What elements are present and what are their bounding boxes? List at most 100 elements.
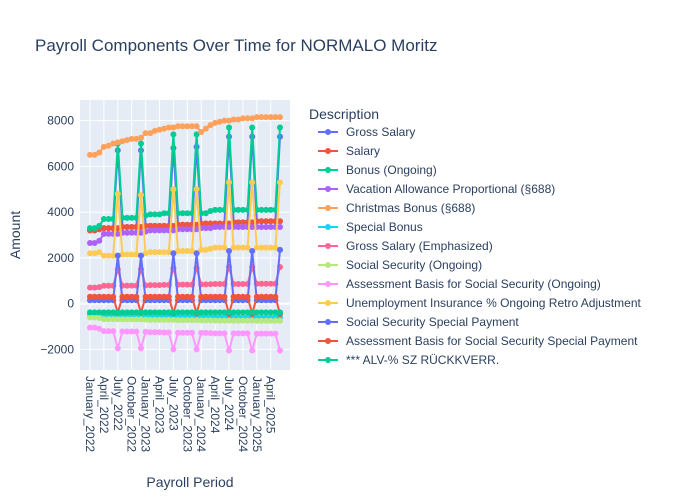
data-point	[105, 225, 112, 232]
data-point	[147, 249, 154, 256]
data-point	[170, 227, 177, 234]
data-point	[100, 215, 107, 222]
data-point	[263, 280, 270, 287]
data-point	[124, 328, 131, 335]
legend-label: Vacation Allowance Proportional (§688)	[346, 182, 555, 196]
data-point	[105, 252, 112, 259]
data-point	[179, 226, 186, 233]
data-point	[230, 293, 237, 300]
data-point	[96, 309, 103, 316]
data-point	[100, 293, 107, 300]
data-point	[151, 282, 158, 289]
data-point	[142, 316, 149, 323]
data-point	[258, 223, 265, 230]
data-point	[216, 223, 223, 230]
data-point	[161, 293, 168, 300]
data-point	[110, 328, 117, 335]
data-point	[244, 115, 251, 122]
data-point	[221, 309, 228, 316]
data-point	[184, 293, 191, 300]
data-point	[91, 309, 98, 316]
data-point	[179, 293, 186, 300]
data-point	[277, 114, 283, 121]
data-point	[151, 309, 158, 316]
data-point	[124, 309, 131, 316]
data-point	[91, 284, 98, 291]
data-point	[207, 330, 214, 337]
series	[87, 314, 283, 324]
data-point	[156, 126, 163, 133]
y-tick-label: 0	[67, 297, 74, 311]
legend-item[interactable]: Social Security Special Payment	[318, 315, 519, 329]
data-point	[119, 328, 126, 335]
data-point	[221, 244, 228, 251]
data-point	[133, 251, 140, 258]
data-point	[119, 309, 126, 316]
legend-item[interactable]: Gross Salary	[318, 125, 415, 139]
data-point	[91, 324, 98, 331]
data-point	[147, 211, 154, 218]
data-point	[263, 218, 270, 225]
legend-swatch-marker	[325, 319, 331, 325]
data-point	[87, 151, 93, 158]
data-point	[235, 280, 242, 287]
data-point	[142, 212, 149, 219]
data-point	[165, 249, 172, 256]
data-point	[110, 215, 117, 222]
data-point	[249, 115, 256, 122]
data-point	[91, 151, 98, 158]
data-point	[277, 218, 283, 225]
data-point	[239, 317, 246, 324]
data-point	[198, 309, 205, 316]
data-point	[216, 293, 223, 300]
data-point	[124, 293, 131, 300]
data-point	[179, 309, 186, 316]
data-point	[258, 114, 265, 121]
data-point	[91, 250, 98, 257]
data-point	[267, 244, 274, 251]
data-point	[87, 293, 93, 300]
data-point	[267, 317, 274, 324]
legend-item[interactable]: *** ALV-% SZ RÜCKKVERR.	[318, 353, 499, 367]
data-point	[184, 248, 191, 255]
legend-item[interactable]: Social Security (Ongoing)	[318, 258, 482, 272]
legend-label: Christmas Bonus (§688)	[346, 201, 475, 215]
data-point	[221, 117, 228, 124]
data-point	[96, 249, 103, 256]
data-point	[202, 220, 209, 227]
data-point	[119, 214, 126, 221]
legend-label: Special Bonus	[346, 220, 423, 234]
legend-item[interactable]: Special Bonus	[318, 220, 423, 234]
data-point	[239, 309, 246, 316]
legend-item[interactable]: Vacation Allowance Proportional (§688)	[318, 182, 555, 196]
data-point	[96, 284, 103, 291]
data-point	[226, 317, 233, 324]
legend-item[interactable]: Assessment Basis for Social Security (On…	[318, 277, 601, 291]
legend-item[interactable]: Assessment Basis for Social Security Spe…	[318, 334, 638, 348]
x-tick-label: April_2022	[97, 376, 111, 434]
data-point	[249, 317, 256, 324]
data-point	[212, 223, 219, 230]
data-point	[184, 226, 191, 233]
data-point	[239, 244, 246, 251]
legend-item[interactable]: Unemployment Insurance % Ongoing Retro A…	[318, 296, 641, 310]
y-tick-label: 6000	[47, 159, 74, 173]
data-point	[221, 293, 228, 300]
data-point	[184, 221, 191, 228]
data-point	[91, 225, 98, 232]
data-point	[207, 225, 214, 232]
data-point	[110, 252, 117, 259]
data-point	[105, 230, 112, 237]
data-point	[258, 317, 265, 324]
data-point	[114, 309, 121, 316]
data-point	[230, 330, 237, 337]
data-point	[137, 134, 144, 141]
data-point	[179, 210, 186, 217]
legend-item[interactable]: Christmas Bonus (§688)	[318, 201, 475, 215]
legend-swatch-marker	[325, 281, 331, 287]
data-point	[156, 293, 163, 300]
data-point	[119, 316, 126, 323]
legend-item[interactable]: Salary	[318, 144, 380, 158]
legend-item[interactable]: Bonus (Ongoing)	[318, 163, 437, 177]
legend-item[interactable]: Gross Salary (Emphasized)	[318, 239, 493, 253]
